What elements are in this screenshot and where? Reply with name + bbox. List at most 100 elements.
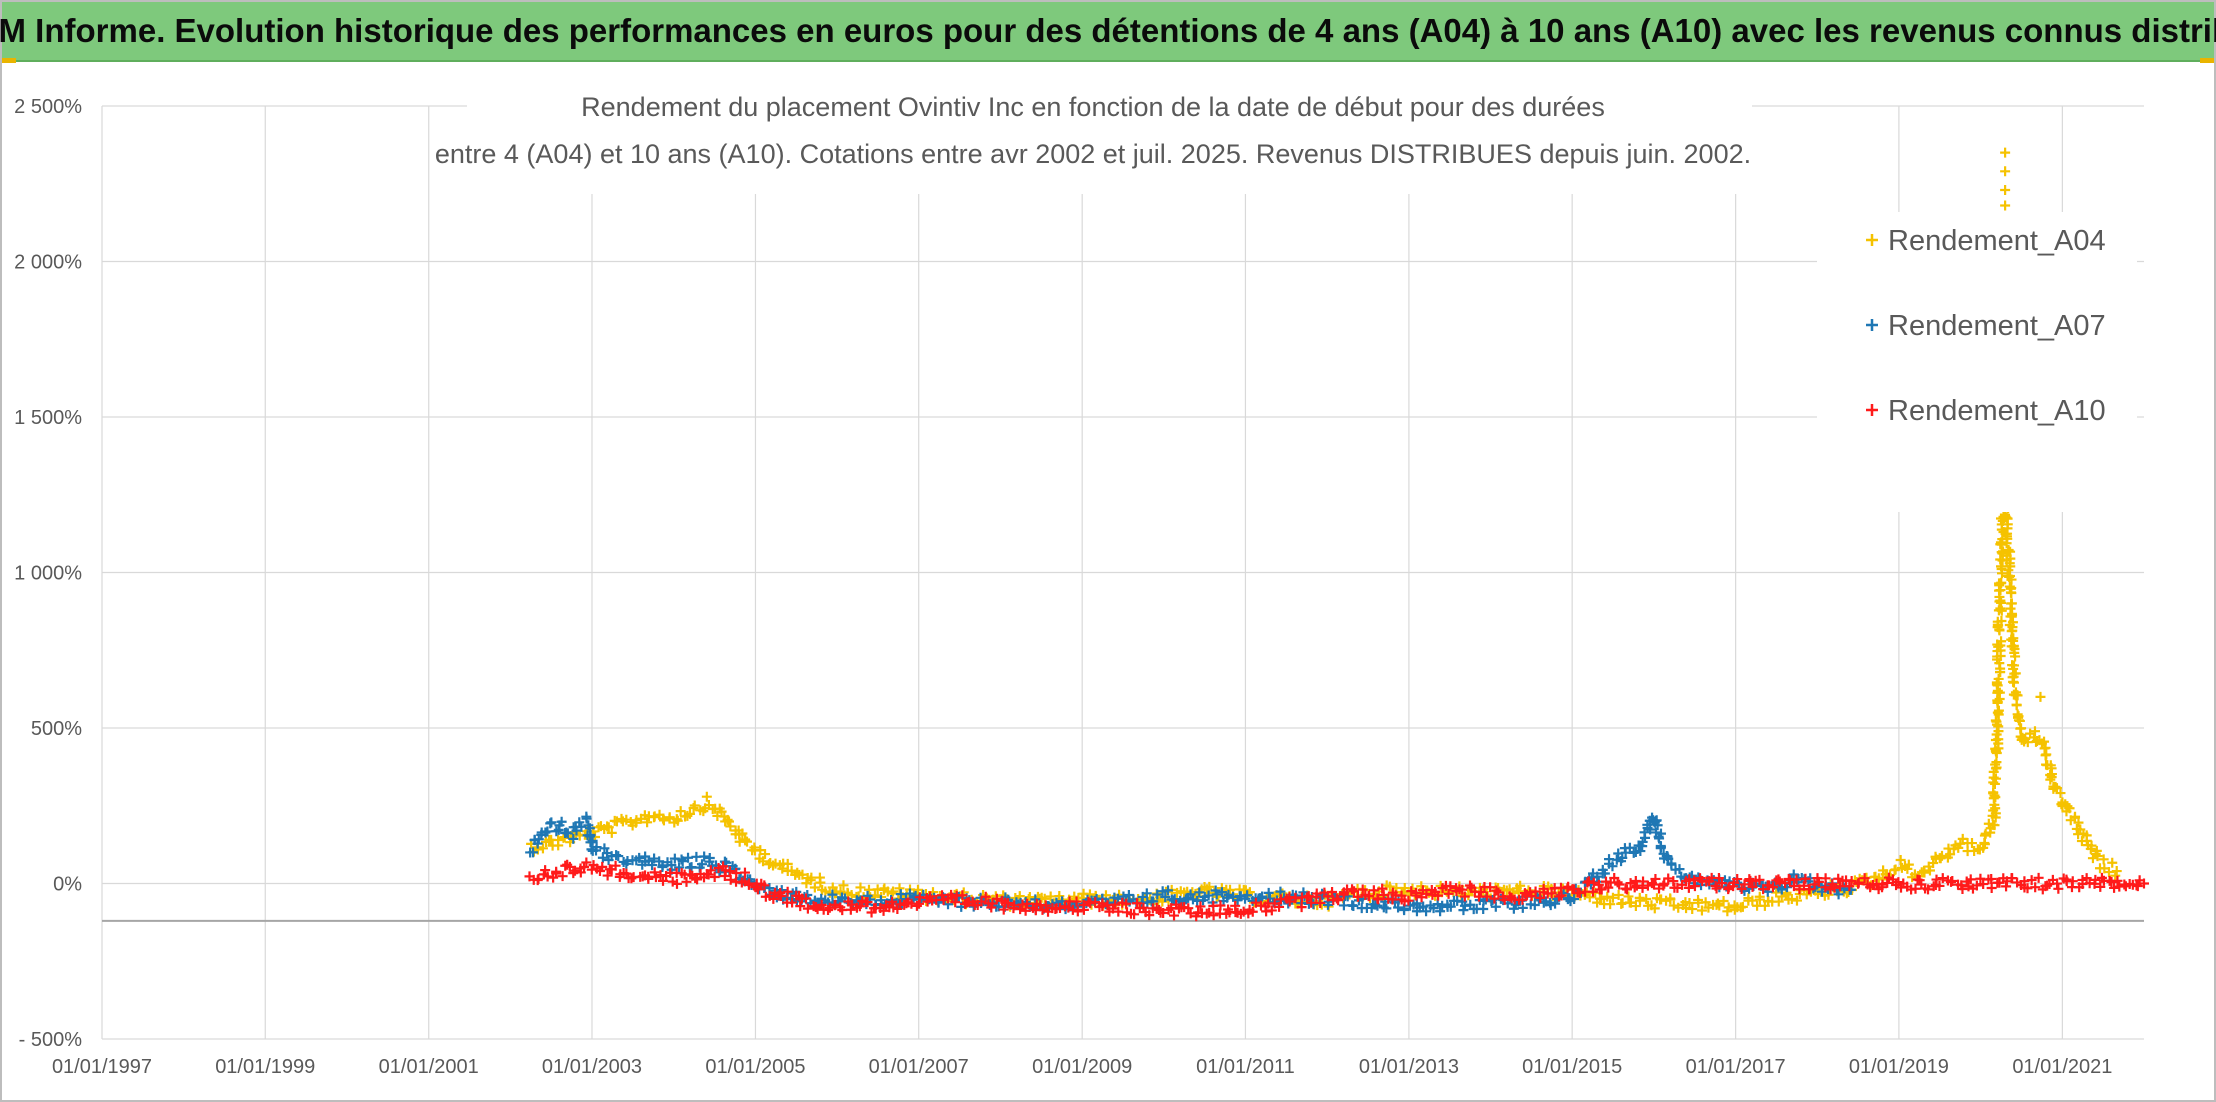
rendement-a07-point: [1185, 889, 1196, 900]
rendement-a10-point: [621, 868, 632, 879]
rendement-a10-point: [795, 901, 806, 912]
rendement-a10-point: [1798, 880, 1809, 891]
rendement-a10-point: [2112, 875, 2123, 886]
rendement-a10-point: [1603, 882, 1614, 893]
axis-layer: - 500% 0% 500% 1 000% 1 500% 2 000% 2 500% 01/0…: [14, 96, 2144, 1078]
rendement-a07-point: [699, 851, 710, 862]
rendement-a04-point: [649, 812, 660, 823]
rendement-a10-point: [1882, 877, 1893, 888]
x-tick-label: 01/01/2011: [1196, 1056, 1295, 1078]
rendement-a04-point: [2073, 817, 2084, 828]
rendement-a10-point: [1530, 886, 1541, 897]
rendement-a04-point: [1903, 859, 1914, 870]
rendement-a10-point: [650, 872, 661, 883]
rendement-a10-point: [837, 905, 848, 916]
rendement-a10-point: [1121, 898, 1132, 909]
rendement-a04-point: [1668, 900, 1679, 911]
rendement-a10-point: [1535, 892, 1546, 903]
rendement-a10-point: [1302, 892, 1313, 903]
rendement-a10-point: [1659, 878, 1670, 889]
rendement-a10-point: [1923, 884, 1934, 895]
rendement-a10-point: [991, 893, 1002, 904]
rendement-a10-point: [540, 865, 551, 876]
rendement-a04-point: [1990, 773, 2001, 784]
rendement-a10-point: [1445, 881, 1456, 892]
x-tick-label: 01/01/2001: [379, 1056, 479, 1078]
x-tick-label: 01/01/2003: [542, 1056, 642, 1078]
rendement-a04-point: [1988, 788, 1999, 799]
rendement-a07-point: [1435, 906, 1446, 917]
rendement-a10-point: [551, 868, 562, 879]
rendement-a10-point: [1978, 879, 1989, 890]
rendement-a04-point: [1687, 904, 1698, 915]
rendement-a10-point: [1517, 894, 1528, 905]
rendement-a10-point: [1650, 873, 1661, 884]
rendement-a10-point: [1893, 877, 1904, 888]
rendement-a07-point: [1432, 899, 1443, 910]
rendement-a10-point: [1113, 906, 1124, 917]
rendement-a10-point: [1078, 904, 1089, 915]
rendement-a04-point: [1635, 895, 1646, 906]
rendement-a10-point: [1614, 879, 1625, 890]
legend-background: [1817, 212, 2137, 512]
rendement-a10-point: [1481, 891, 1492, 902]
rendement-a10-point: [1754, 874, 1765, 885]
rendement-a07-point: [1141, 888, 1152, 899]
rendement-a04-point: [1989, 820, 2000, 831]
rendement-a10-point: [692, 874, 703, 885]
rendement-a04-point: [1924, 865, 1935, 876]
rendement-a10-point: [1574, 888, 1585, 899]
rendement-a04-point: [1723, 902, 1734, 913]
rendement-a07-point: [1445, 901, 1456, 912]
rendement-a10-point: [2052, 878, 2063, 889]
rendement-a10-point: [937, 890, 948, 901]
rendement-a10-point: [1465, 880, 1476, 891]
x-tick-label: 01/01/1997: [52, 1056, 152, 1078]
rendement-a07-point: [1163, 885, 1174, 896]
rendement-a07-point: [542, 826, 553, 837]
rendement-a10-point: [542, 871, 553, 882]
rendement-a04-point: [672, 815, 683, 826]
rendement-a10-point: [685, 869, 696, 880]
rendement-a10-point: [705, 865, 716, 876]
rendement-a10-point: [1631, 880, 1642, 891]
rendement-a10-point: [1349, 886, 1360, 897]
rendement-a07-point: [556, 816, 567, 827]
rendement-a10-point: [1747, 881, 1758, 892]
rendement-a04-point: [740, 834, 751, 845]
rendement-a04-point: [815, 877, 826, 888]
rendement-a07-point: [1652, 820, 1663, 831]
corner-mark-right: [2200, 58, 2214, 63]
rendement-a10-point: [1274, 901, 1285, 912]
rendement-a04-point: [1700, 897, 1711, 908]
rendement-a10-point: [862, 897, 873, 908]
rendement-a04-point: [1991, 679, 2002, 690]
rendement-a10-point: [1934, 880, 1945, 891]
rendement-a04-point: [1966, 838, 1977, 849]
report-banner: ADAM Informe. Evolution historique des p…: [0, 2, 2216, 62]
rendement-a04-point: [1513, 886, 1524, 897]
rendement-a10-point: [1208, 910, 1219, 921]
rendement-a07-point: [562, 828, 573, 839]
rendement-a10-point: [957, 890, 968, 901]
rendement-a10-point: [1072, 906, 1083, 917]
rendement-a10-point: [1910, 883, 1921, 894]
rendement-a04-point: [1993, 721, 2004, 732]
rendement-a10-point: [1071, 896, 1082, 907]
y-tick-label: 500%: [31, 718, 82, 740]
rendement-a04-point: [2004, 581, 2015, 592]
rendement-a10-point: [1877, 879, 1888, 890]
rendement-a10-point: [709, 871, 720, 882]
rendement-a04-point: [675, 806, 686, 817]
rendement-a07-point: [1655, 828, 1666, 839]
y-tick-label: 1 500%: [14, 407, 82, 429]
rendement-a04-point: [2001, 538, 2012, 549]
rendement-a07-point: [1655, 841, 1666, 852]
rendement-a10-point: [878, 905, 889, 916]
rendement-a10-point: [1097, 898, 1108, 909]
rendement-a10-point: [2030, 882, 2041, 893]
rendement-a07-point: [1487, 895, 1498, 906]
rendement-a10-point: [938, 895, 949, 906]
rendement-a07-point: [1242, 890, 1253, 901]
rendement-a04-point: [2064, 803, 2075, 814]
